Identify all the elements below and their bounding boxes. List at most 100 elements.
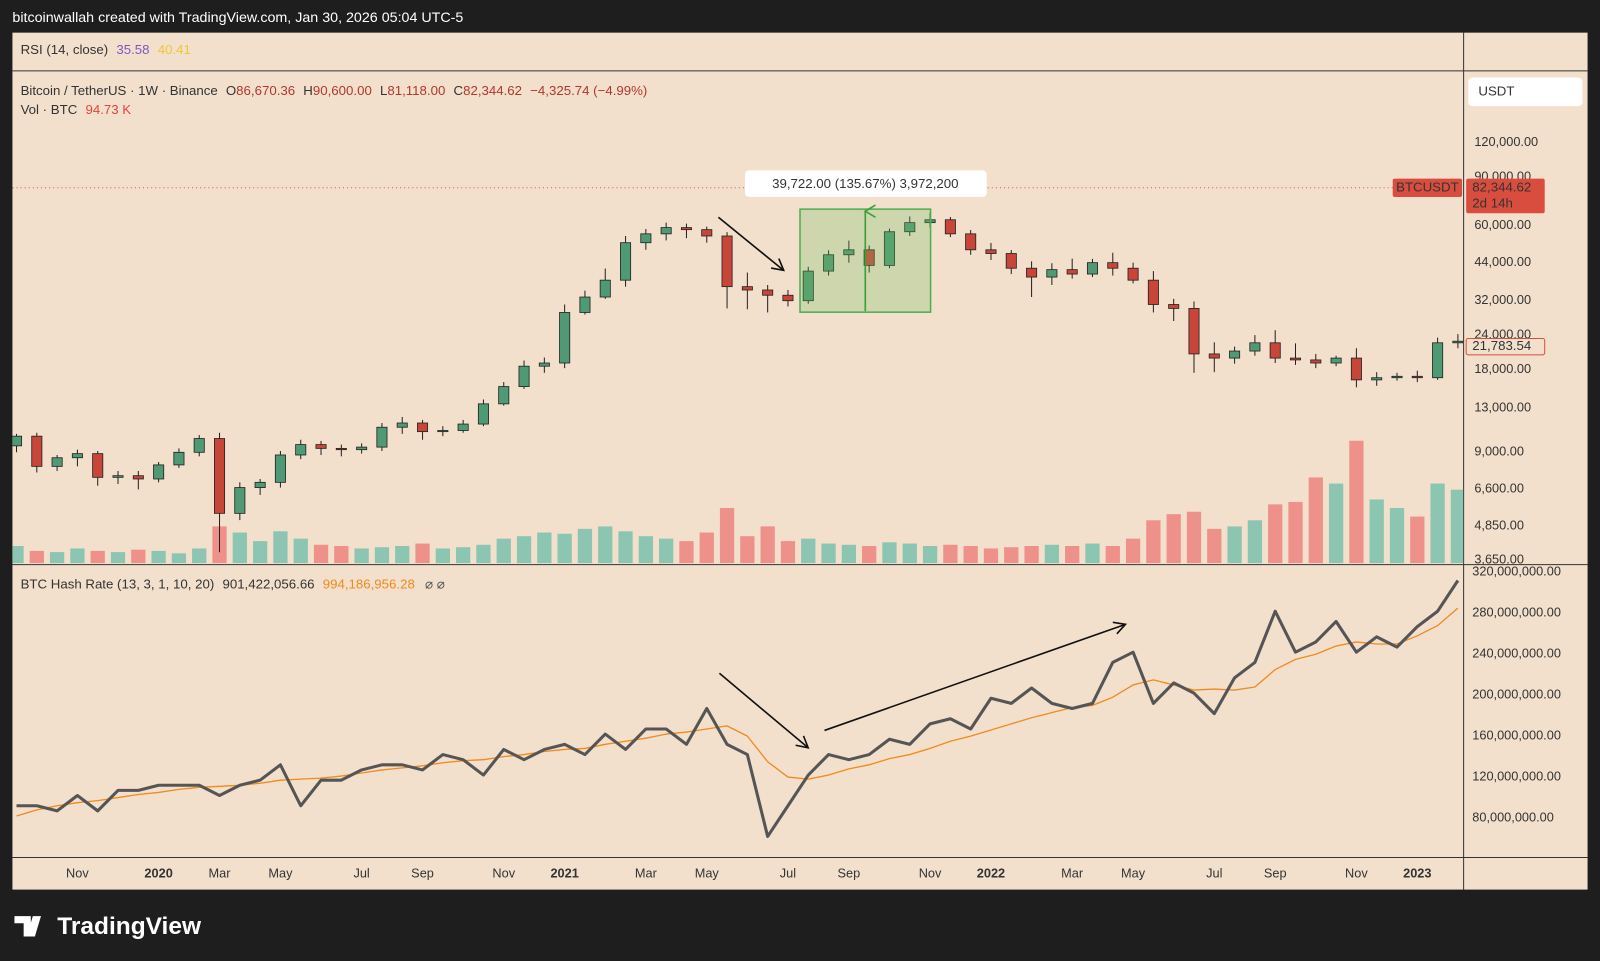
hash-value: 901,422,056.66 <box>222 576 314 591</box>
volume-bar <box>537 532 552 564</box>
x-tick-label: 2022 <box>977 866 1005 881</box>
hash-rate-line <box>16 579 1460 838</box>
rsi-value: 35.58 <box>116 41 149 56</box>
x-tick-label: Sep <box>411 866 434 881</box>
candle-body <box>985 249 997 254</box>
ohlc-key: L <box>380 82 387 97</box>
candle-body <box>660 227 672 235</box>
candle-body <box>1046 269 1058 278</box>
volume-bar <box>192 548 207 564</box>
candle-body <box>1147 279 1159 305</box>
volume-bar <box>49 552 65 564</box>
y-tick-label: 120,000.00 <box>1474 134 1538 149</box>
x-tick-label: Mar <box>209 866 232 881</box>
volume-bar <box>1207 528 1222 564</box>
volume-bar <box>516 536 532 564</box>
volume-bar <box>334 545 349 564</box>
y-tick-label: 280,000,000.00 <box>1472 605 1561 620</box>
volume-bar <box>679 541 694 564</box>
hash-ma-value: 994,186,956.28 <box>323 576 415 591</box>
volume-bar <box>943 544 958 564</box>
currency[interactable]: USDT <box>1478 83 1514 98</box>
candle-body <box>457 423 469 431</box>
volume-bar <box>1065 545 1080 564</box>
volume-bar <box>1004 547 1019 564</box>
volume-bar <box>1024 545 1039 564</box>
volume-bar <box>821 543 836 564</box>
x-tick-label: Nov <box>919 866 942 881</box>
y-tick-label: 4,850.00 <box>1474 518 1524 533</box>
candle-body <box>1188 308 1200 355</box>
volume-bar <box>598 526 613 564</box>
x-tick-label: Jul <box>780 866 796 881</box>
volume-bar <box>1328 483 1344 564</box>
rsi-legend: RSI (14, close) 35.58 40.41 <box>21 41 191 56</box>
volume-bar <box>1349 440 1364 564</box>
y-tick-label: 32,000.00 <box>1474 292 1531 307</box>
candle-body <box>1289 357 1302 361</box>
candle-body <box>640 233 652 244</box>
volume-bar <box>415 543 430 564</box>
volume-bar <box>1125 538 1141 564</box>
close-label: 21,783.54 <box>1472 338 1531 353</box>
x-tick-label: 2023 <box>1403 866 1431 881</box>
candle-body <box>315 444 327 449</box>
footer: TradingView <box>14 913 202 940</box>
volume-bar <box>131 549 146 564</box>
candle-body <box>762 289 774 296</box>
change: −4,325.74 (−4.99%) <box>530 82 647 97</box>
candle-body <box>153 464 165 480</box>
x-tick-label: Nov <box>492 866 515 881</box>
ohlc-value: 90,600.00 <box>313 82 372 97</box>
last-price-label: 82,344.62 <box>1472 179 1531 194</box>
candle-body <box>1391 375 1403 379</box>
candle-body <box>1249 342 1261 352</box>
volume-bar <box>354 548 369 564</box>
y-tick-label: 24,000.00 <box>1474 326 1531 341</box>
candle-body <box>863 249 875 266</box>
x-tick-label: Jul <box>353 866 369 881</box>
volume-bar <box>983 548 999 564</box>
candle-body <box>1086 262 1098 275</box>
candle-body <box>335 447 347 451</box>
candle-body <box>782 294 794 302</box>
volume-bar <box>476 544 491 564</box>
candle-body <box>1229 350 1241 359</box>
volume-bar <box>1085 543 1100 564</box>
candle-body <box>1330 357 1342 364</box>
volume-bar <box>638 536 653 564</box>
x-tick-label: 2021 <box>550 866 578 881</box>
x-tick-label: Jul <box>1206 866 1222 881</box>
volume-bar <box>1410 516 1425 564</box>
candle-body <box>173 451 185 466</box>
candle-body <box>234 487 246 514</box>
volume-bar <box>577 528 593 564</box>
x-tick-label: May <box>268 866 293 881</box>
volume-bar <box>435 548 450 564</box>
candle-body <box>437 430 449 433</box>
candle-body <box>112 475 124 478</box>
symbol: Bitcoin / TetherUS · 1W · Binance <box>21 82 218 97</box>
volume-bar <box>395 545 410 564</box>
volume-bar <box>882 542 897 564</box>
volume-bar <box>151 550 166 564</box>
y-tick-label: 9,000.00 <box>1474 444 1524 459</box>
y-tick-label: 18,000.00 <box>1474 361 1531 376</box>
volume-bar <box>232 532 247 564</box>
candle-body <box>965 233 977 251</box>
volume-bar <box>1268 504 1283 564</box>
currency-box[interactable] <box>1468 77 1583 107</box>
volume-bar <box>719 508 735 564</box>
y-tick-label: 60,000.00 <box>1474 217 1531 232</box>
drawn-arrow <box>717 216 786 272</box>
candle-body <box>376 426 388 448</box>
ohlc-value: 86,670.36 <box>236 82 295 97</box>
candle-body <box>579 296 591 313</box>
candle-body <box>31 435 43 467</box>
rsi-value: 40.41 <box>158 41 191 56</box>
drawn-arrow <box>718 672 810 749</box>
candle-body <box>538 362 550 367</box>
y-tick-label: 320,000,000.00 <box>1472 564 1561 579</box>
candle-body <box>721 235 733 288</box>
